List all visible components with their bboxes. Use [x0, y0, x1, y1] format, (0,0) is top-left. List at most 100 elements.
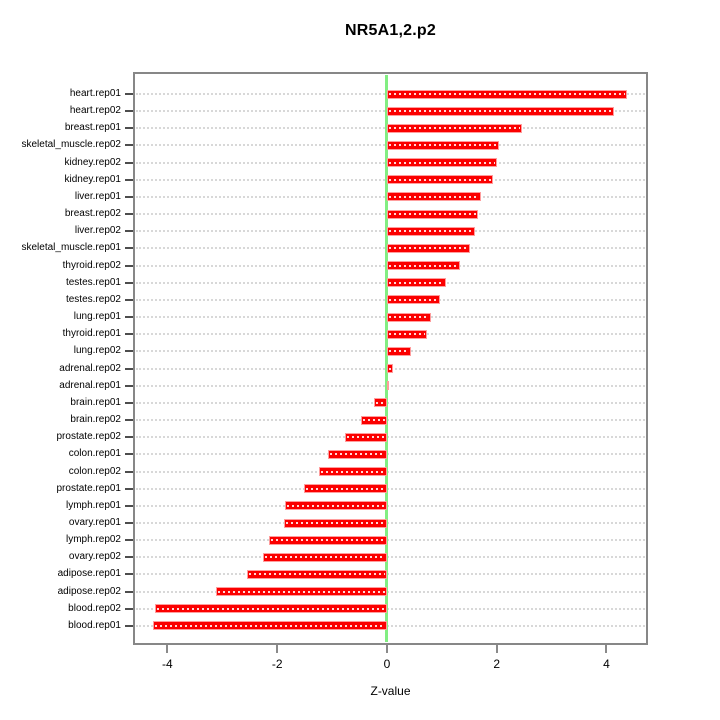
plot-area: heart.rep01 heart.rep02 breast.rep01 skelet…: [22, 72, 648, 671]
y-axis-label: colon.rep02: [68, 465, 121, 477]
bar: [284, 518, 387, 528]
y-axis-tick: [125, 110, 133, 113]
row-gridline: [136, 436, 645, 439]
row-gridline: [136, 504, 645, 507]
bar: [386, 158, 497, 168]
y-axis-tick: [125, 556, 133, 559]
bar-center-dashes: [388, 93, 626, 95]
x-tick-label: 4: [603, 657, 610, 671]
bar: [386, 295, 440, 305]
y-axis-label: kidney.rep02: [64, 156, 121, 168]
bar: [373, 398, 387, 408]
bar-center-dashes: [346, 436, 385, 439]
bar-center-dashes: [287, 504, 385, 507]
bar: [344, 432, 387, 442]
y-axis-label: lymph.rep01: [65, 499, 121, 511]
y-axis-tick: [125, 470, 133, 473]
y-axis-label: heart.rep01: [69, 88, 121, 99]
bar-center-dashes: [388, 316, 429, 319]
bar-center-dashes: [329, 453, 385, 456]
y-axis-label: prostate.rep02: [56, 431, 122, 443]
y-axis-label: brain.rep02: [70, 414, 121, 426]
y-axis-tick: [125, 590, 133, 593]
bar: [318, 467, 387, 477]
bar-center-dashes: [248, 573, 385, 576]
bar-center-dashes: [388, 144, 498, 147]
bar-center-dashes: [388, 110, 612, 113]
y-axis-label: thyroid.rep01: [62, 328, 121, 340]
plot-canvas: heart.rep01 heart.rep02 breast.rep01 skelet…: [22, 74, 646, 671]
bar-center-dashes: [264, 556, 385, 559]
bar-center-dashes: [286, 522, 385, 524]
bar: [386, 243, 470, 253]
y-axis-label: adipose.rep02: [57, 585, 121, 597]
y-axis-label: adipose.rep01: [57, 568, 121, 580]
bar-center-dashes: [388, 127, 520, 130]
y-axis-label: colon.rep01: [68, 448, 121, 460]
bar: [386, 89, 628, 99]
bar-center-dashes: [156, 607, 385, 610]
y-axis-label: adrenal.rep02: [59, 362, 121, 374]
bar: [386, 175, 493, 185]
bar: [386, 346, 411, 356]
bar: [303, 484, 387, 494]
row-gridline: [136, 590, 645, 593]
y-axis-tick: [125, 504, 133, 507]
chart-title: NR5A1,2.p2: [345, 22, 436, 39]
y-axis-label: heart.rep02: [69, 105, 121, 117]
bar: [386, 312, 431, 322]
bar-center-dashes: [375, 401, 385, 404]
x-tick-label: -4: [162, 657, 173, 671]
y-axis-tick: [125, 522, 133, 524]
bar: [216, 587, 387, 597]
y-axis-label: adrenal.rep01: [59, 379, 121, 391]
bar-center-dashes: [320, 470, 385, 473]
row-gridline: [136, 384, 645, 387]
y-axis-tick: [125, 316, 133, 319]
y-axis-tick: [125, 436, 133, 439]
bar-center-dashes: [388, 264, 458, 267]
bar: [262, 552, 387, 562]
bar-center-dashes: [388, 178, 491, 181]
y-axis-tick: [125, 127, 133, 130]
y-axis-label: liver.rep01: [74, 190, 121, 202]
y-axis-tick: [125, 264, 133, 267]
bar-center-dashes: [154, 624, 385, 627]
bar-center-dashes: [388, 367, 391, 370]
y-axis-tick: [125, 298, 133, 301]
bar: [386, 278, 447, 288]
row-gridline: [136, 419, 645, 422]
bar: [386, 261, 460, 271]
y-axis-label: liver.rep02: [74, 225, 121, 237]
bar-center-dashes: [388, 195, 480, 198]
y-axis-tick: [125, 144, 133, 147]
bar: [327, 449, 387, 459]
row-gridline: [136, 522, 645, 524]
bar-center-dashes: [305, 487, 385, 490]
bar: [386, 106, 614, 116]
bar-center-dashes: [362, 419, 385, 422]
bar: [386, 364, 393, 374]
bar: [246, 569, 387, 579]
y-axis-label: blood.rep01: [68, 619, 121, 631]
y-axis-label: prostate.rep01: [56, 482, 122, 494]
y-axis-tick: [125, 281, 133, 284]
y-axis-tick: [125, 213, 133, 216]
y-axis-tick: [125, 384, 133, 387]
y-axis-tick: [125, 573, 133, 576]
bar-center-dashes: [388, 230, 473, 233]
y-axis-tick: [125, 453, 133, 456]
y-axis-label: breast.rep01: [64, 122, 121, 134]
y-axis-tick: [125, 195, 133, 198]
bar-center-dashes: [388, 213, 477, 216]
y-axis-label: ovary.rep02: [68, 551, 121, 563]
y-axis-tick: [125, 247, 133, 250]
y-axis-label: skeletal_muscle.rep01: [21, 242, 122, 254]
x-tick-label: 0: [383, 657, 391, 671]
y-axis-label: ovary.rep01: [68, 517, 121, 528]
bar: [386, 192, 482, 202]
y-axis-label: kidney.rep01: [64, 173, 121, 185]
y-axis-label: lymph.rep02: [65, 534, 121, 546]
zero-reference-line: [385, 75, 389, 642]
bar-center-dashes: [388, 247, 468, 250]
